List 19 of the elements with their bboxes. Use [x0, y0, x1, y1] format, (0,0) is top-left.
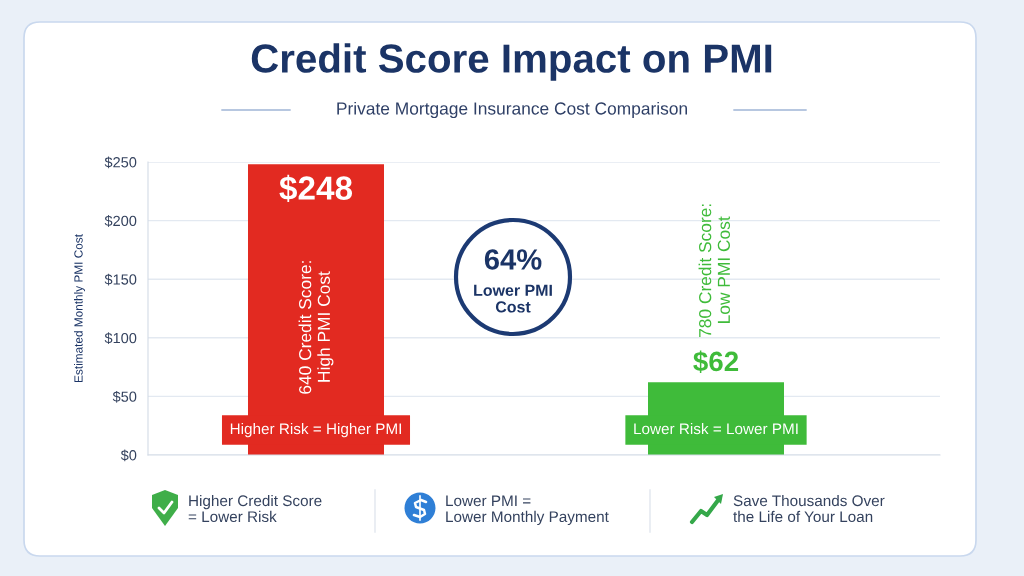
chart-title: Credit Score Impact on PMI — [251, 43, 772, 81]
chart-subtitle: Private Mortgage Insurance Cost Comparison — [337, 101, 687, 119]
y-tick-label: $100 — [104, 332, 137, 345]
y-tick-label: $200 — [104, 215, 137, 227]
y-tick-label: $50 — [112, 390, 137, 403]
x-tick-label: 640 Credit Score: High PMI Cost — [298, 261, 334, 394]
text: Save Thousands Over the Life of Your Loan — [733, 494, 885, 523]
annotation: 64% Lower PMI Cost — [474, 249, 552, 313]
text: Lower PMI = Lower Monthly Payment — [446, 495, 609, 526]
y-axis-title: Estimated Monthly PMI Cost — [74, 234, 86, 382]
x-tick-label: 780 Credit Score: Low PMI Cost — [698, 204, 731, 337]
annotation: Higher Risk = Higher PMI — [230, 422, 401, 438]
data-label: $62 — [693, 350, 739, 374]
y-tick-label: $250 — [104, 156, 137, 169]
data-label: $248 — [279, 174, 353, 203]
y-tick-label: $0 — [120, 449, 137, 462]
y-tick-label: $150 — [104, 273, 137, 286]
text: Higher Credit Score = Lower Risk — [188, 494, 322, 523]
annotation: Lower Risk = Lower PMI — [634, 422, 798, 435]
